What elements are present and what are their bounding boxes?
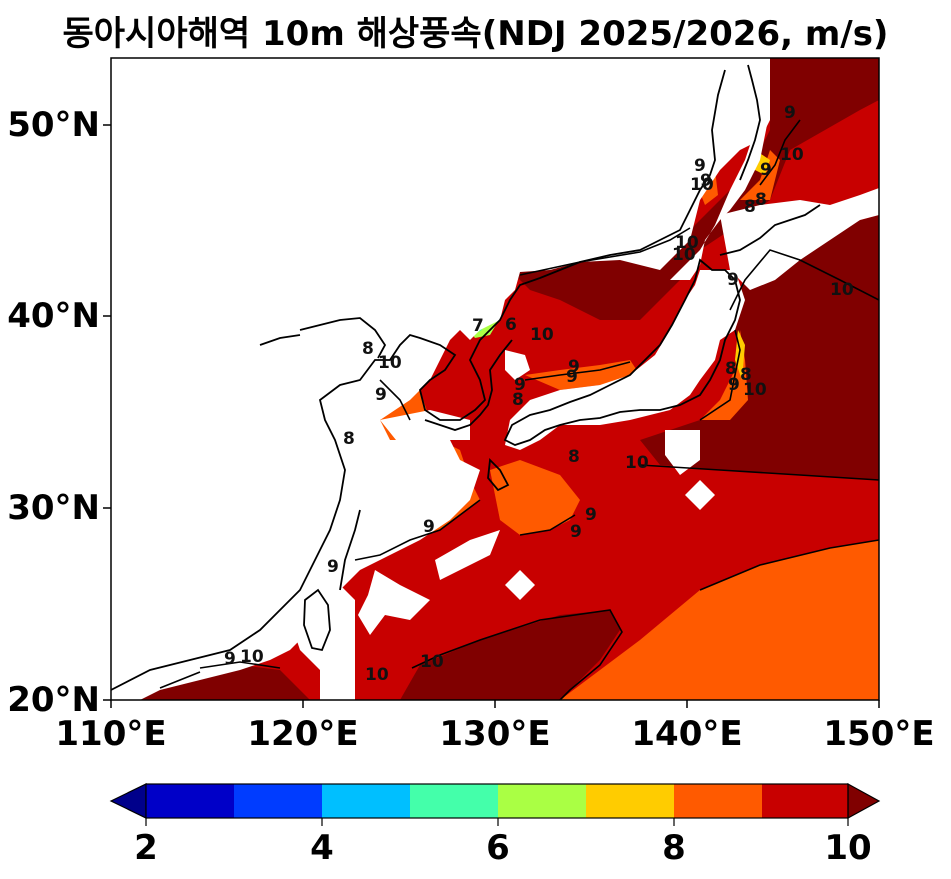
land-mask-ryukyu xyxy=(435,530,500,580)
contour-label: 10 xyxy=(743,380,767,400)
colorbar xyxy=(109,782,881,826)
contour-label: 8 xyxy=(755,190,767,210)
contour-label: 9 xyxy=(327,557,339,577)
wind-band-above-10-north xyxy=(515,58,879,320)
colorbar-swatch xyxy=(322,784,410,818)
contour-label: 9 xyxy=(694,156,706,176)
contour-label: 9 xyxy=(514,375,526,395)
contour-label: 10 xyxy=(365,665,389,685)
contour-lines xyxy=(159,119,879,700)
contour-label: 9 xyxy=(760,160,772,180)
contour-label: 7 xyxy=(472,316,484,336)
contour-label: 10 xyxy=(240,647,264,667)
contour-label: 8 xyxy=(744,197,756,217)
colorbar-tick-label: 6 xyxy=(486,828,510,868)
wind-speed-field xyxy=(111,58,879,700)
lat-tick-label: 20°N xyxy=(7,680,100,720)
contour-label: 8 xyxy=(362,339,374,359)
land-mask-sakhalin xyxy=(670,58,770,280)
land-mask-islet-2 xyxy=(505,570,535,600)
contour-label: 10 xyxy=(420,652,444,672)
wind-band-8-9-southeast xyxy=(560,540,879,700)
colorbar-tick-label: 4 xyxy=(310,828,334,868)
contour-label: 10 xyxy=(780,145,804,165)
contour-label: 9 xyxy=(423,517,435,537)
wind-band-8-9-kuril xyxy=(740,150,780,200)
lat-tick-label: 30°N xyxy=(7,488,100,528)
colorbar-over-triangle xyxy=(847,782,881,820)
coastlines xyxy=(111,64,821,691)
contour-label: 9 xyxy=(375,385,387,405)
contour-label: 9 xyxy=(568,357,580,377)
axis-ticks xyxy=(103,124,880,708)
wind-band-above-10-east xyxy=(640,215,879,480)
land-mask-japan xyxy=(505,270,745,450)
colorbar-swatch xyxy=(674,784,762,818)
contour-label: 10 xyxy=(625,453,649,473)
contour-label: 8 xyxy=(740,365,752,385)
colorbar-tick-label: 2 xyxy=(134,828,158,868)
land-mask-taiwan xyxy=(290,580,355,700)
contour-label-group: 8 9 10 9 10 8 9 10 9 10 8 9 10 9 8 9 9 1… xyxy=(224,103,854,685)
contour-label: 8 xyxy=(568,447,580,467)
contour-label: 9 xyxy=(224,649,236,669)
contour-label: 9 xyxy=(728,375,740,395)
lon-tick-label: 130°E xyxy=(439,714,551,754)
lat-tick-label: 50°N xyxy=(7,105,100,145)
colorbar-swatch xyxy=(410,784,498,818)
lon-tick-label: 120°E xyxy=(247,714,359,754)
contour-label: 8 xyxy=(512,390,524,410)
contour-label: 8 xyxy=(343,429,355,449)
contour-label: 10 xyxy=(672,245,696,265)
map-title: 동아시아해역 10m 해상풍속(NDJ 2025/2026, m/s) xyxy=(62,14,889,54)
contour-label: 10 xyxy=(830,280,854,300)
wind-band-above-10-south xyxy=(400,610,620,700)
lon-tick-label: 110°E xyxy=(55,714,167,754)
colorbar-under-triangle xyxy=(109,783,147,819)
colorbar-swatch xyxy=(762,784,848,818)
colorbar-tick-label: 10 xyxy=(824,828,872,868)
lon-tick-label: 150°E xyxy=(823,714,935,754)
contour-label: 9 xyxy=(570,522,582,542)
contour-label: 10 xyxy=(690,175,714,195)
lat-tick-label: 40°N xyxy=(7,296,100,336)
land-mask-ryukyu-west xyxy=(358,570,430,635)
colorbar-swatch xyxy=(498,784,586,818)
contour-label: 9 xyxy=(727,270,739,290)
contour-label: 10 xyxy=(530,325,554,345)
land-mask-shandong xyxy=(320,340,375,400)
contour-label: 9 xyxy=(784,103,796,123)
contour-label: 9 xyxy=(700,171,712,191)
colorbar-swatch xyxy=(586,784,674,818)
contour-label: 9 xyxy=(566,367,578,387)
contour-label: 6 xyxy=(505,315,517,335)
colorbar-tick-label: 8 xyxy=(662,828,686,868)
colorbar-swatch xyxy=(146,784,234,818)
contour-label: 9 xyxy=(585,505,597,525)
land-mask-islet-1 xyxy=(685,480,715,510)
wind-band-8-9-east-china-sea xyxy=(490,460,580,535)
land-mask-asia xyxy=(111,58,770,700)
wind-band-8-9-honshu-east xyxy=(700,330,748,420)
colorbar-swatch xyxy=(234,784,322,818)
lon-tick-label: 140°E xyxy=(631,714,743,754)
contour-label: 8 xyxy=(725,359,737,379)
land-mask-izu xyxy=(665,430,700,475)
contour-label: 10 xyxy=(675,233,699,253)
land-mask-kuril xyxy=(720,188,879,290)
land-mask-ulleung xyxy=(505,350,530,380)
wind-band-above-10-taiwan-strait xyxy=(140,665,310,700)
contour-label: 10 xyxy=(378,353,402,373)
